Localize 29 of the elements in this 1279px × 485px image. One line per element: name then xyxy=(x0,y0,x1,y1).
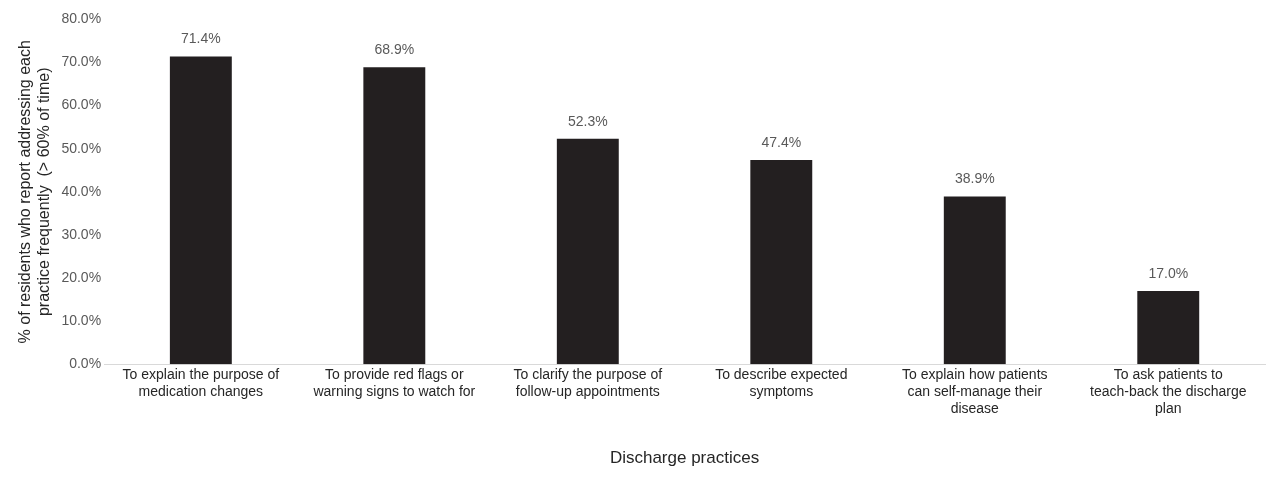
y-tick-label: 80.0% xyxy=(61,10,102,27)
y-axis-title: % of residents who report addressing each practice frequently (> 60% of time) xyxy=(16,40,53,344)
y-tick-label: 40.0% xyxy=(61,182,102,199)
data-label: 52.3% xyxy=(567,112,608,129)
bar xyxy=(363,67,426,365)
x-tick-label: To clarify the purpose of follow-up appointments xyxy=(513,366,663,400)
data-label: 71.4% xyxy=(180,30,221,47)
y-tick-label: 30.0% xyxy=(61,225,102,242)
y-tick-label: 50.0% xyxy=(61,139,102,156)
y-tick-label: 0.0% xyxy=(69,355,102,372)
data-label: 17.0% xyxy=(1148,264,1189,281)
data-label: 38.9% xyxy=(954,170,995,187)
bar xyxy=(750,159,813,365)
bar xyxy=(943,196,1006,365)
y-tick-label: 10.0% xyxy=(61,311,102,328)
x-tick-label: To explain how patients can self-manage their disease xyxy=(902,366,1048,417)
x-tick-label: To ask patients to teach-back the discharge plan xyxy=(1090,366,1247,417)
bar xyxy=(1137,290,1200,365)
y-tick-label: 70.0% xyxy=(61,53,102,70)
bar xyxy=(169,56,232,365)
x-tick-label: To provide red flags or warning signs to watch for xyxy=(312,366,476,400)
y-tick-label: 60.0% xyxy=(61,96,102,113)
x-axis-title: Discharge practices xyxy=(609,448,760,468)
y-tick-label: 20.0% xyxy=(61,268,102,285)
bar xyxy=(556,138,619,365)
x-tick-label: To explain the purpose of medication changes xyxy=(122,366,280,400)
data-label: 47.4% xyxy=(761,133,802,150)
x-tick-label: To describe expected symptoms xyxy=(715,366,848,400)
data-label: 68.9% xyxy=(374,41,415,58)
